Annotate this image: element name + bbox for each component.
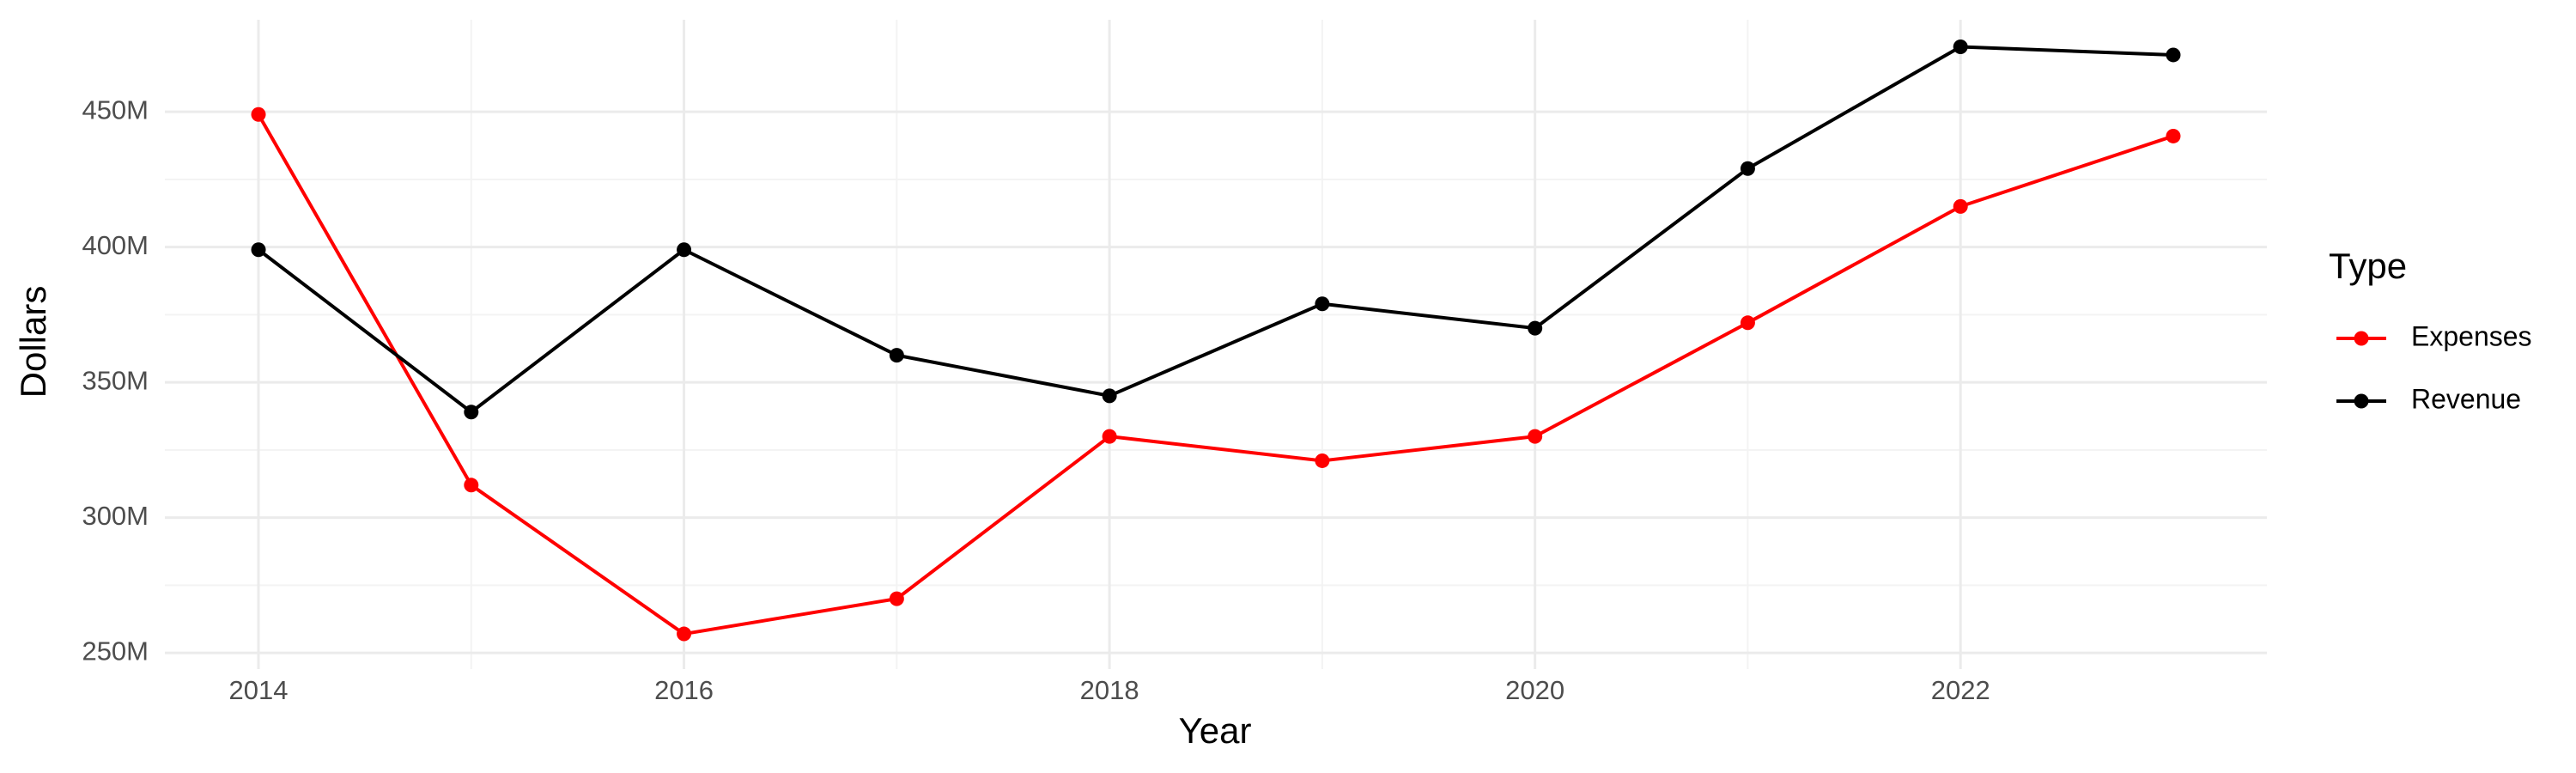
data-point (251, 107, 266, 122)
data-point (1102, 388, 1117, 404)
x-tick-label: 2016 (654, 675, 714, 705)
y-tick-label: 350M (82, 365, 149, 395)
data-point (251, 242, 266, 258)
data-point (1953, 40, 1968, 54)
legend-marker (2354, 331, 2369, 346)
data-point (1740, 161, 1755, 176)
legend-title: Type (2329, 246, 2407, 286)
y-tick-label: 250M (82, 636, 149, 666)
series-line (257, 113, 2174, 636)
data-point (889, 591, 904, 606)
data-point (1740, 315, 1755, 331)
x-axis-title: Year (1179, 710, 1252, 751)
data-point (1315, 296, 1330, 312)
data-point (1102, 429, 1117, 444)
data-point (1953, 198, 1968, 214)
data-point (677, 626, 692, 642)
data-point (2166, 47, 2181, 63)
data-point (464, 405, 479, 420)
x-tick-label: 2018 (1080, 675, 1139, 705)
data-point (889, 348, 904, 363)
data-point (464, 478, 479, 493)
y-axis-title: Dollars (13, 286, 53, 399)
data-point (1528, 320, 1543, 336)
data-point (1528, 429, 1543, 444)
x-tick-label: 2020 (1505, 675, 1564, 705)
data-point (1315, 453, 1330, 468)
grid (165, 20, 2267, 669)
data-point (677, 242, 692, 258)
legend-label: Expenses (2411, 320, 2532, 351)
y-tick-label: 300M (82, 501, 149, 531)
y-tick-label: 400M (82, 230, 149, 260)
x-tick-label: 2022 (1931, 675, 1990, 705)
legend-label: Revenue (2411, 383, 2521, 414)
y-tick-label: 450M (82, 94, 149, 125)
legend-marker (2354, 393, 2369, 409)
x-tick-label: 2014 (229, 675, 289, 705)
data-point (2166, 128, 2181, 143)
series-line (257, 45, 2174, 414)
